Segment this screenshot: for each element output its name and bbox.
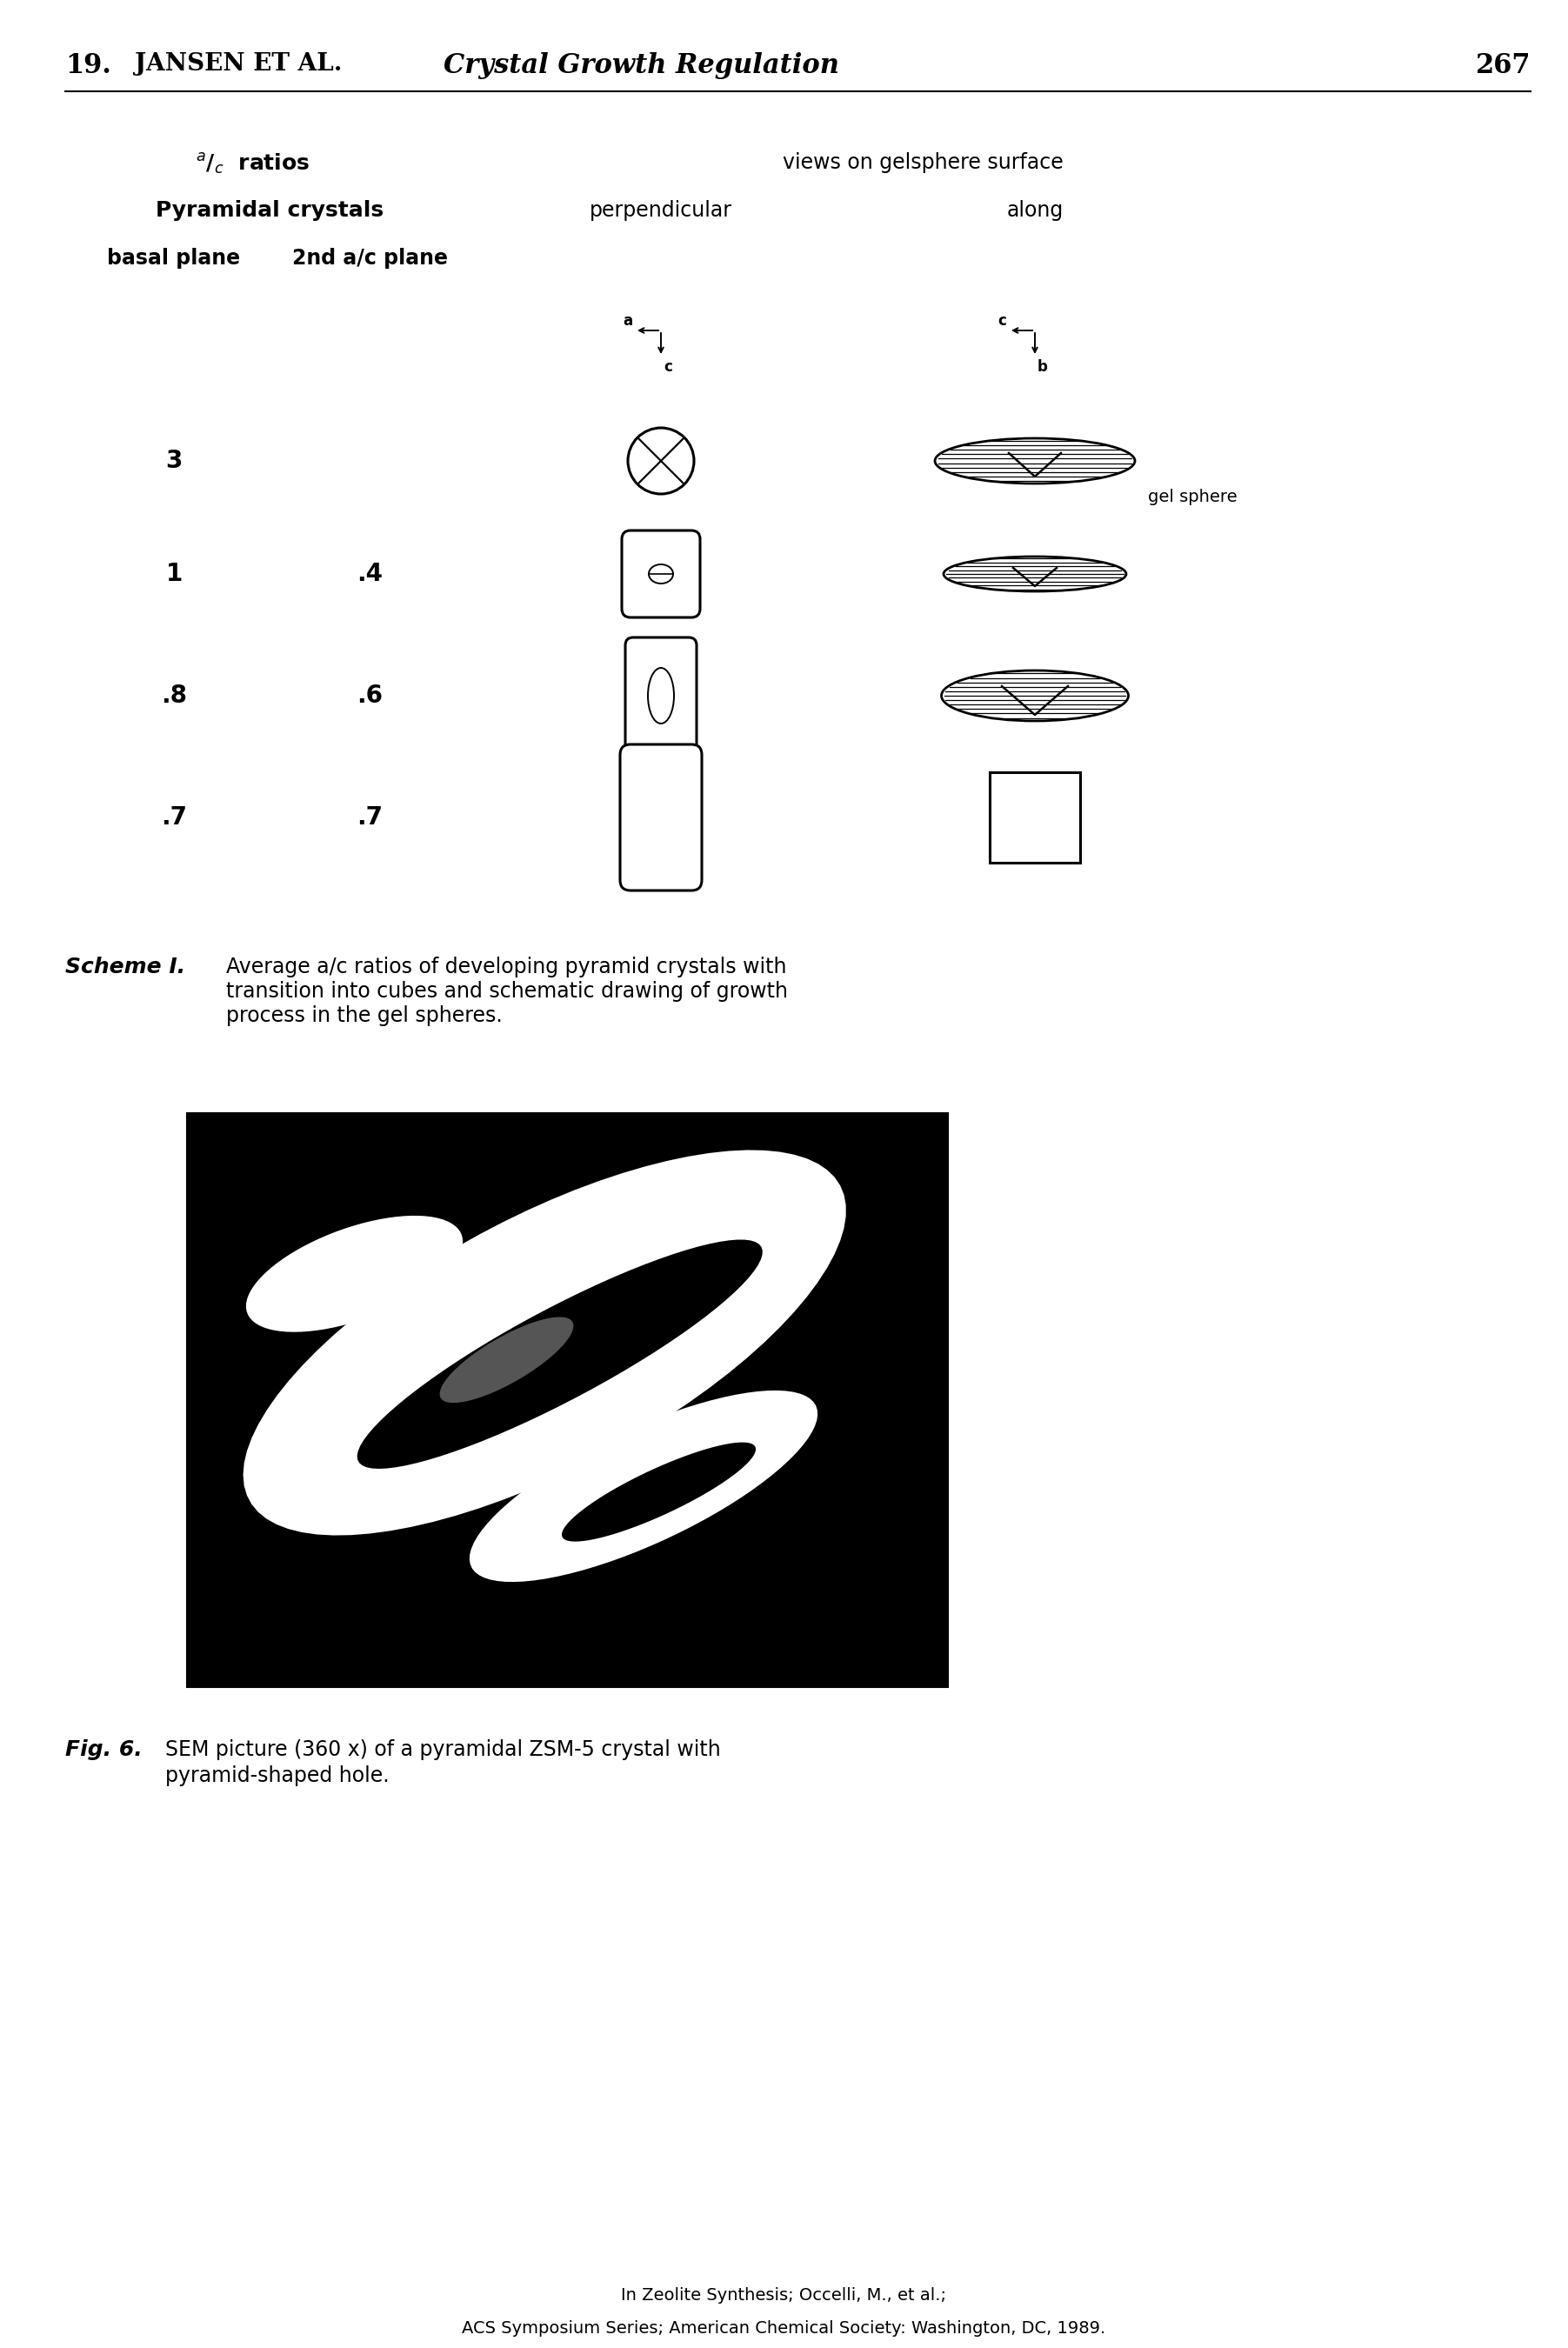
Text: Scheme I.: Scheme I. xyxy=(66,956,185,977)
Text: gel sphere: gel sphere xyxy=(1148,488,1237,505)
Text: c: c xyxy=(997,312,1007,329)
Text: ACS Symposium Series; American Chemical Society: Washington, DC, 1989.: ACS Symposium Series; American Chemical … xyxy=(461,2320,1105,2336)
Text: SEM picture (360 x) of a pyramidal ZSM-5 crystal with: SEM picture (360 x) of a pyramidal ZSM-5… xyxy=(165,1740,721,1761)
Text: Crystal Growth Regulation: Crystal Growth Regulation xyxy=(444,52,839,80)
Bar xyxy=(187,1113,949,1688)
Text: In Zeolite Synthesis; Occelli, M., et al.;: In Zeolite Synthesis; Occelli, M., et al… xyxy=(621,2287,946,2303)
Text: b: b xyxy=(1038,359,1047,376)
Polygon shape xyxy=(561,1442,756,1543)
Text: .7: .7 xyxy=(356,805,383,829)
Text: c: c xyxy=(663,359,673,376)
Text: 1: 1 xyxy=(166,561,182,587)
Text: .7: .7 xyxy=(162,805,187,829)
FancyBboxPatch shape xyxy=(626,636,696,754)
Polygon shape xyxy=(358,1240,762,1470)
Text: 267: 267 xyxy=(1475,52,1530,80)
Text: Fig. 6.: Fig. 6. xyxy=(66,1740,143,1761)
Text: a: a xyxy=(622,312,632,329)
Polygon shape xyxy=(246,1216,463,1331)
Text: .6: .6 xyxy=(356,683,383,707)
Ellipse shape xyxy=(941,672,1129,721)
Ellipse shape xyxy=(944,556,1126,592)
Text: perpendicular: perpendicular xyxy=(590,200,732,221)
Text: 3: 3 xyxy=(166,448,182,472)
Bar xyxy=(989,772,1080,862)
Text: views on gelsphere surface: views on gelsphere surface xyxy=(782,153,1063,174)
Polygon shape xyxy=(439,1317,574,1402)
Polygon shape xyxy=(469,1390,817,1583)
Text: basal plane: basal plane xyxy=(107,249,240,268)
Text: along: along xyxy=(1007,200,1063,221)
Text: JANSEN ET AL.: JANSEN ET AL. xyxy=(135,52,342,75)
FancyBboxPatch shape xyxy=(622,531,699,618)
Text: 19.: 19. xyxy=(66,52,111,80)
FancyBboxPatch shape xyxy=(619,744,702,890)
Text: pyramid-shaped hole.: pyramid-shaped hole. xyxy=(165,1766,389,1787)
Circle shape xyxy=(627,427,695,493)
Text: Average a/c ratios of developing pyramid crystals with: Average a/c ratios of developing pyramid… xyxy=(226,956,787,977)
Text: $^a$/$_c$  ratios: $^a$/$_c$ ratios xyxy=(196,153,310,176)
Ellipse shape xyxy=(935,439,1135,484)
Text: 2nd a/c plane: 2nd a/c plane xyxy=(292,249,447,268)
Text: Pyramidal crystals: Pyramidal crystals xyxy=(155,200,384,221)
Text: .4: .4 xyxy=(356,561,383,587)
Polygon shape xyxy=(243,1151,845,1536)
Text: process in the gel spheres.: process in the gel spheres. xyxy=(226,1005,502,1026)
Text: transition into cubes and schematic drawing of growth: transition into cubes and schematic draw… xyxy=(226,981,787,1003)
Text: .8: .8 xyxy=(162,683,187,707)
